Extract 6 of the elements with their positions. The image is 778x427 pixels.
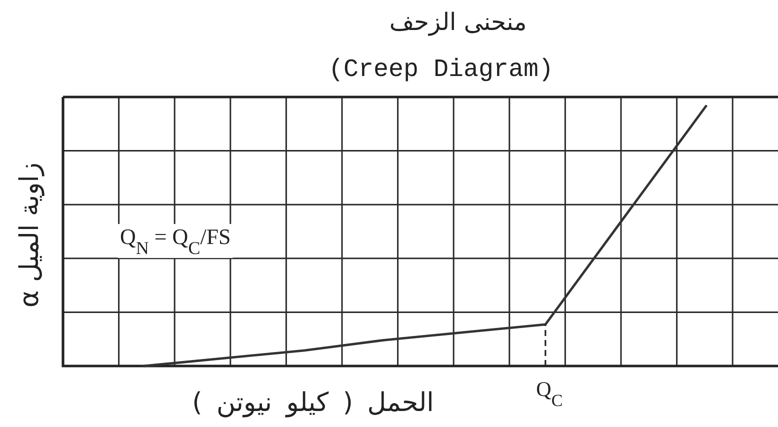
annotation: Q$_{N}$ = Q$_{C}$/FS [120, 224, 231, 258]
subtitle: (Creep Diagram) [328, 55, 554, 84]
xlabel: الحمل ( كيلو نيوتن ) [192, 388, 434, 418]
ylabel: زاوية الميل α [15, 162, 45, 308]
annotation: Q$_{C}$ [536, 377, 563, 410]
title: منحنى الزحف [389, 8, 527, 36]
